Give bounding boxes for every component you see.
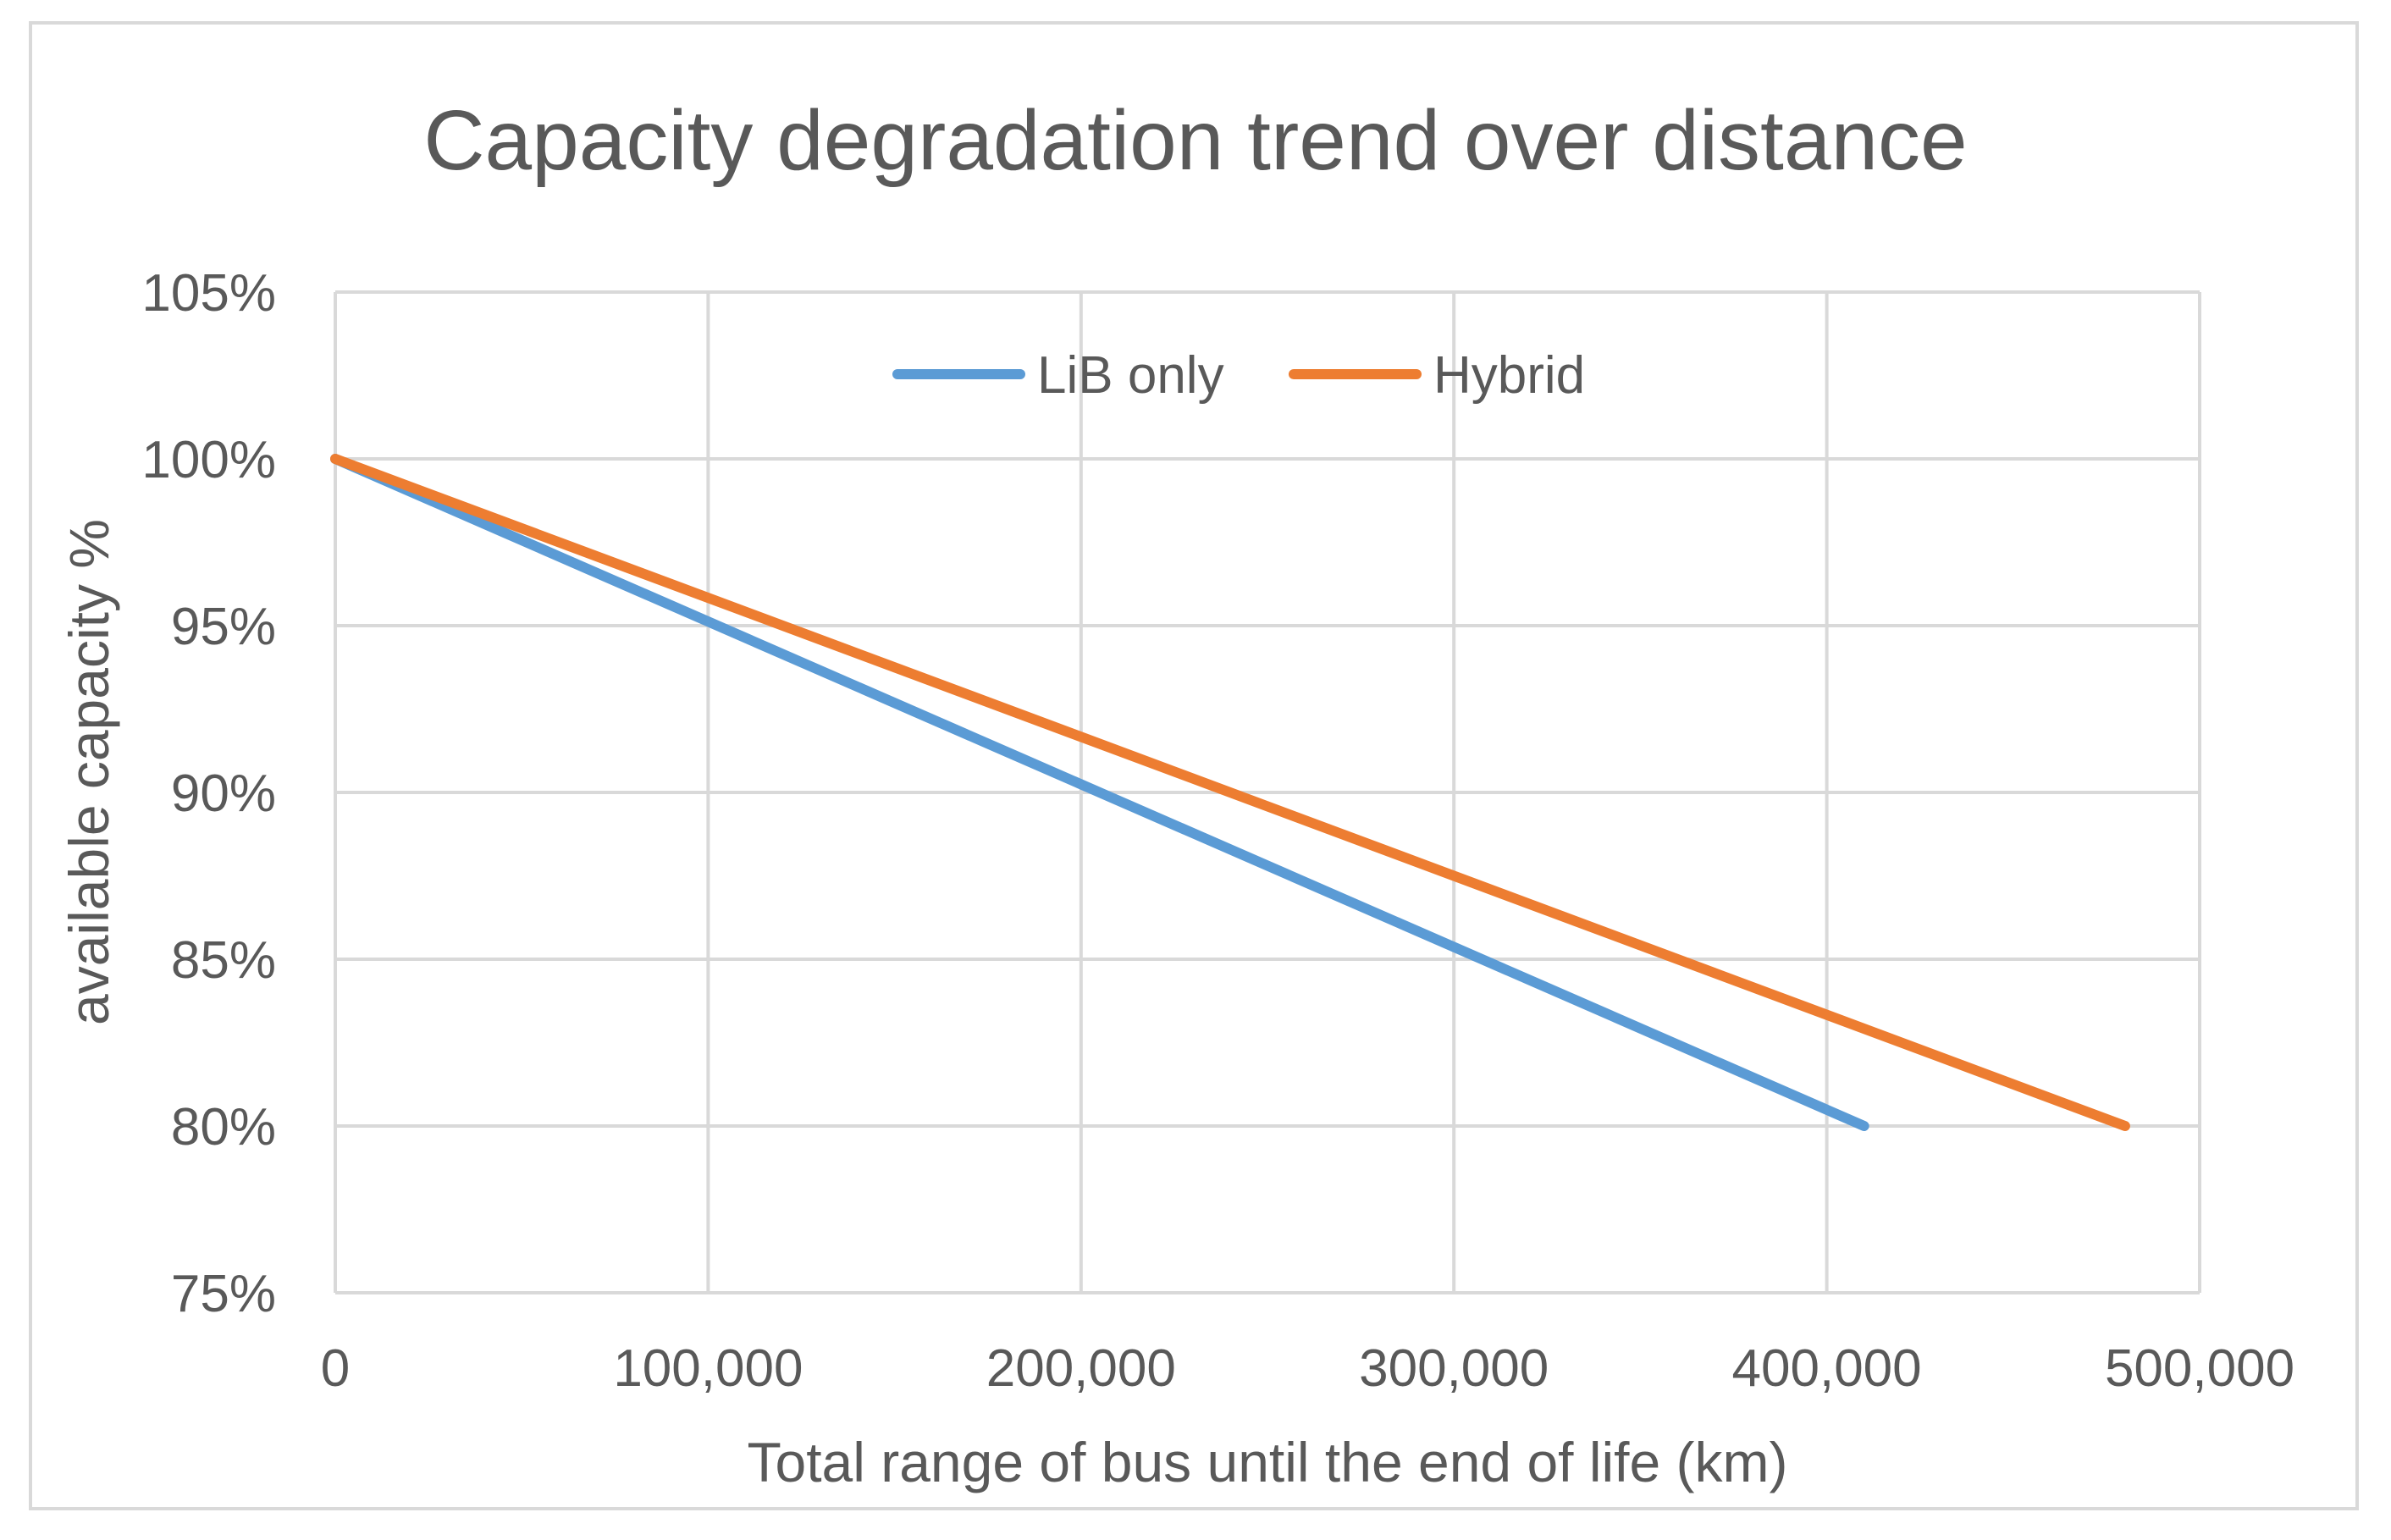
y-tick-label: 90% — [171, 764, 276, 823]
grid — [335, 290, 2201, 1293]
x-tick-label: 200,000 — [986, 1339, 1176, 1398]
x-axis-title: Total range of bus until the end of life… — [748, 1431, 1788, 1493]
legend-label: Hybrid — [1433, 346, 1585, 405]
x-tick-label: 0 — [321, 1339, 350, 1398]
y-tick-label: 75% — [171, 1265, 276, 1323]
legend-label: LiB only — [1037, 346, 1224, 405]
x-tick-label: 500,000 — [2105, 1339, 2294, 1398]
y-tick-label: 85% — [171, 931, 276, 990]
tick-labels: 75% 80% 85% 90% 95% 100% 105% 0 100,000 200,000 30… — [141, 264, 2294, 1398]
x-tick-label: 100,000 — [613, 1339, 803, 1398]
y-tick-label: 95% — [171, 598, 276, 656]
y-tick-label: 80% — [171, 1098, 276, 1156]
chart-frame — [29, 21, 2359, 1510]
y-tick-label: 105% — [141, 264, 276, 323]
series-line-lib-only — [330, 454, 1869, 1131]
chart-title: Capacity degradation trend over distance — [423, 93, 1967, 188]
series-layer — [330, 454, 2130, 1131]
legend: LiB only Hybrid — [892, 346, 1585, 405]
x-tick-label: 300,000 — [1359, 1339, 1549, 1398]
series-line-hybrid — [330, 454, 2130, 1131]
y-axis-title: available capacity % — [58, 519, 120, 1025]
x-tick-label: 400,000 — [1732, 1339, 1922, 1398]
y-tick-label: 100% — [141, 431, 276, 489]
